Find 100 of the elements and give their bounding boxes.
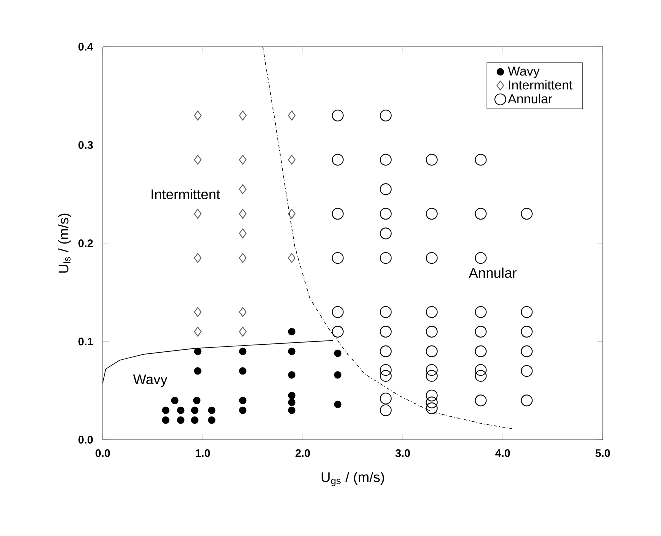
point: [332, 252, 344, 264]
point: [332, 208, 344, 220]
point: [288, 209, 296, 219]
point: [521, 346, 533, 358]
point: [475, 306, 487, 318]
annotation: Intermittent: [152, 189, 220, 200]
x-tick-label: 2.0: [296, 450, 310, 458]
point: [239, 368, 247, 375]
point: [171, 397, 179, 404]
point: [208, 416, 216, 424]
point: [194, 155, 202, 165]
point: [194, 209, 202, 219]
point: [162, 416, 170, 424]
point: [426, 402, 438, 414]
point: [239, 228, 247, 239]
point: [239, 209, 247, 219]
legend-label: Wavy: [508, 66, 540, 78]
point: [288, 328, 296, 336]
point: [380, 306, 392, 318]
legend-label: Intermittent: [509, 80, 573, 90]
point: [426, 346, 438, 358]
point: [475, 154, 487, 166]
point: [288, 392, 296, 400]
point: [521, 326, 533, 338]
point: [426, 306, 438, 318]
point: [288, 348, 296, 356]
point: [332, 326, 344, 338]
point: [475, 326, 487, 338]
point: [239, 155, 247, 165]
point: [193, 397, 201, 404]
point: [239, 110, 247, 121]
y-tick-label: 0.0: [78, 436, 94, 444]
annotation: Annular: [468, 268, 517, 278]
point: [380, 228, 392, 240]
point: [426, 252, 438, 264]
annotation: Wavy: [133, 374, 168, 388]
point: [475, 346, 487, 358]
point: [162, 406, 170, 414]
point: [475, 394, 487, 407]
point: [380, 252, 392, 264]
point: [380, 364, 392, 376]
point: [426, 396, 438, 409]
point: [380, 326, 392, 338]
point: [194, 307, 202, 318]
point: [380, 208, 392, 220]
point: [239, 406, 247, 414]
x-tick-label: 1.0: [196, 450, 210, 458]
point: [288, 371, 296, 379]
point: [239, 184, 247, 194]
y-tick-label: 0.2: [78, 240, 94, 248]
point: [177, 406, 185, 414]
point: [426, 390, 438, 402]
point: [208, 406, 216, 414]
point: [191, 406, 199, 414]
x-axis-title: U$_{gs}$ / (m/s): [322, 472, 384, 486]
y-tick-label: 0.3: [78, 141, 94, 150]
point: [521, 365, 533, 378]
point: [521, 208, 533, 220]
point: [475, 252, 487, 264]
point: [380, 154, 392, 166]
point: [288, 110, 296, 121]
point: [521, 394, 533, 407]
point: [194, 253, 202, 264]
point: [239, 397, 247, 404]
x-tick-label: 5.0: [596, 450, 610, 458]
point: [334, 400, 342, 408]
point: [239, 348, 247, 356]
point: [334, 371, 342, 379]
point: [380, 110, 392, 122]
y-tick-label: 0.4: [78, 43, 94, 51]
point: [334, 350, 342, 358]
point: [177, 416, 185, 424]
point: [239, 253, 247, 264]
point: [239, 327, 247, 337]
point: [380, 370, 392, 382]
y-tick-label: 0.1: [78, 338, 94, 346]
point: [288, 253, 296, 264]
point: [521, 306, 533, 318]
point: [380, 346, 392, 358]
y-axis-title: U$_{ls}$ / (m/s): [58, 214, 72, 273]
point: [426, 154, 438, 166]
point: [426, 326, 438, 338]
point: [194, 348, 202, 356]
point: [475, 208, 487, 220]
point: [332, 154, 344, 166]
point: [380, 184, 392, 196]
point: [288, 398, 296, 406]
point: [475, 370, 487, 382]
x-tick-label: 3.0: [396, 450, 410, 458]
point: [239, 307, 247, 318]
point: [194, 110, 202, 121]
point: [194, 368, 202, 375]
point: [194, 327, 202, 337]
point: [426, 208, 438, 220]
point: [288, 155, 296, 165]
point: [288, 406, 296, 414]
point: [426, 370, 438, 382]
x-tick-label: 0.0: [96, 450, 110, 458]
point: [332, 306, 344, 318]
point: [332, 110, 344, 122]
